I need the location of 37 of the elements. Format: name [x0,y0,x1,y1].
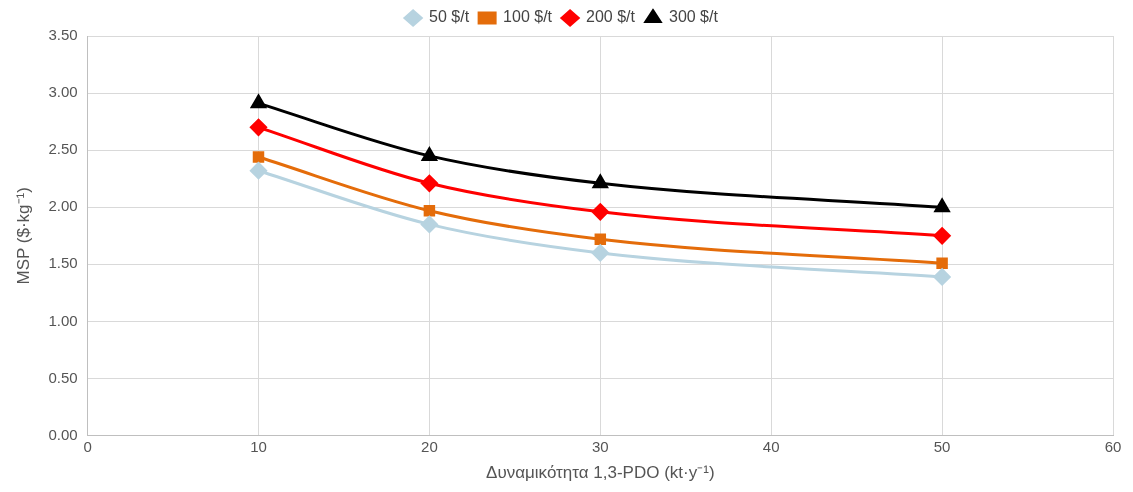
point [591,244,609,262]
legend-label: 100 $/t [503,8,553,26]
point [591,203,609,221]
legend-label: 50 $/t [429,8,470,26]
point [421,147,437,161]
point [592,174,608,189]
point [594,233,607,245]
point [252,151,265,163]
legend-label: 200 $/t [586,8,636,26]
point [250,94,267,109]
x-axis-title: Δυναμικότητα 1,3-PDO (kt·y⁻¹) [486,463,715,483]
y-tick-label: 3.00 [48,83,78,101]
x-tick-label: 40 [762,437,780,455]
y-tick-label: 0.50 [48,368,78,386]
point [933,227,951,245]
y-tick-label: 0.00 [48,425,78,443]
x-tick-label: 10 [250,437,267,455]
point [423,204,436,217]
y-tick-label: 3.50 [48,26,78,44]
y-tick-label: 2.50 [48,140,78,158]
x-tick-label: 30 [591,437,609,455]
point [933,268,951,286]
point [936,257,948,269]
y-tick-label: 1.50 [48,254,78,272]
x-tick-label: 0 [83,437,92,455]
y-tick-label: 1.00 [48,311,78,329]
point [250,118,267,136]
point [420,215,438,233]
legend-label: 300 $/t [668,8,719,26]
y-tick-label: 2.00 [48,197,78,215]
point [934,198,950,213]
point [420,174,438,192]
x-tick-label: 50 [933,437,951,455]
point [250,162,267,180]
x-tick-label: 60 [1104,437,1122,455]
x-tick-label: 20 [421,437,438,455]
y-axis-title: MSP ($·kg⁻¹) [13,187,33,285]
